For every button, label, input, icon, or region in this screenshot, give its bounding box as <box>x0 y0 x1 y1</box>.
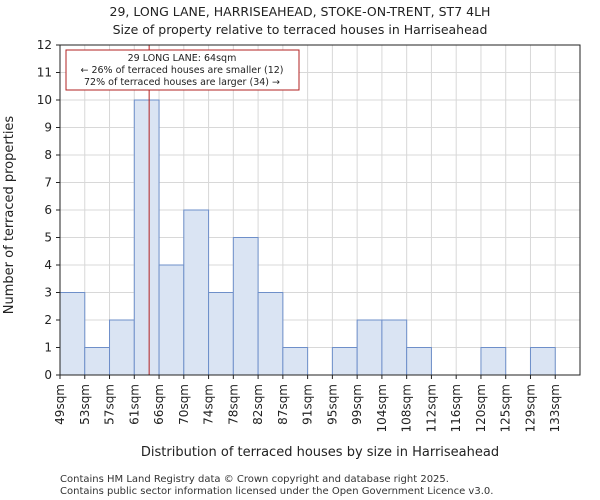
footer-line-2: Contains public sector information licen… <box>60 486 493 497</box>
x-tick-label: 49sqm <box>53 384 67 425</box>
y-tick-label: 8 <box>44 148 52 162</box>
y-tick-label: 10 <box>37 93 52 107</box>
y-tick-label: 9 <box>44 121 52 135</box>
y-axis-label: Number of terraced properties <box>2 116 17 315</box>
x-tick-label: 116sqm <box>449 384 463 432</box>
bars <box>59 99 556 376</box>
annotation-line-2: ← 26% of terraced houses are smaller (12… <box>80 65 283 76</box>
x-tick-label: 120sqm <box>474 384 488 432</box>
y-tick-label: 1 <box>44 341 52 355</box>
x-tick-label: 95sqm <box>325 384 339 425</box>
bar <box>109 319 135 376</box>
y-tick-label: 6 <box>44 203 52 217</box>
x-tick-label: 74sqm <box>202 384 216 425</box>
bar <box>257 292 284 376</box>
y-tick-label: 5 <box>44 231 52 245</box>
bar <box>232 237 259 376</box>
x-tick-label: 108sqm <box>400 384 414 432</box>
bar <box>133 99 160 376</box>
bar <box>529 347 556 376</box>
x-tick-label: 70sqm <box>177 384 191 425</box>
y-tick-label: 2 <box>44 313 52 327</box>
bar <box>406 347 432 376</box>
x-tick-label: 104sqm <box>375 384 389 432</box>
annotation-frame <box>65 49 300 91</box>
x-tick-label: 87sqm <box>276 384 290 425</box>
x-axis-ticks: 49sqm 53sqm 57sqm 61sqm 66sqm 70sqm 74sqm 78sqm… <box>53 375 562 432</box>
x-tick-label: 82sqm <box>251 384 265 425</box>
x-tick-label: 129sqm <box>523 384 537 432</box>
x-axis-label: Distribution of terraced houses by size … <box>141 445 499 460</box>
y-tick-label: 3 <box>44 286 52 300</box>
x-tick-label: 53sqm <box>78 384 92 425</box>
x-tick-label: 125sqm <box>499 384 513 432</box>
annotation-box: 29 LONG LANE: 64sqm ← 26% of terraced ho… <box>65 49 300 91</box>
y-tick-label: 0 <box>44 368 52 382</box>
x-tick-label: 78sqm <box>226 384 240 425</box>
footer-line-1: Contains HM Land Registry data © Crown c… <box>60 474 449 485</box>
x-tick-label: 57sqm <box>103 384 117 425</box>
x-tick-label: 133sqm <box>548 384 562 432</box>
bar <box>183 209 210 376</box>
bar <box>282 347 309 376</box>
bar <box>331 347 358 376</box>
bar <box>356 319 383 376</box>
x-tick-label: 91sqm <box>301 384 315 425</box>
chart-title: 29, LONG LANE, HARRISEAHEAD, STOKE-ON-TR… <box>110 4 491 19</box>
chart-subtitle: Size of property relative to terraced ho… <box>113 22 488 37</box>
x-tick-label: 61sqm <box>127 384 141 425</box>
bar <box>158 264 185 376</box>
bar <box>381 319 408 376</box>
x-tick-label: 66sqm <box>152 384 166 425</box>
annotation-line-1: 29 LONG LANE: 64sqm <box>128 53 237 64</box>
bar <box>84 347 111 376</box>
bar <box>208 292 234 376</box>
y-tick-label: 4 <box>44 258 52 272</box>
y-tick-label: 7 <box>44 176 52 190</box>
bar <box>480 347 507 376</box>
y-tick-label: 12 <box>37 38 52 52</box>
y-tick-label: 11 <box>37 66 52 80</box>
x-tick-label: 99sqm <box>350 384 364 425</box>
bar <box>59 292 86 376</box>
x-tick-label: 112sqm <box>424 384 438 432</box>
annotation-line-3: 72% of terraced houses are larger (34) → <box>84 77 280 88</box>
